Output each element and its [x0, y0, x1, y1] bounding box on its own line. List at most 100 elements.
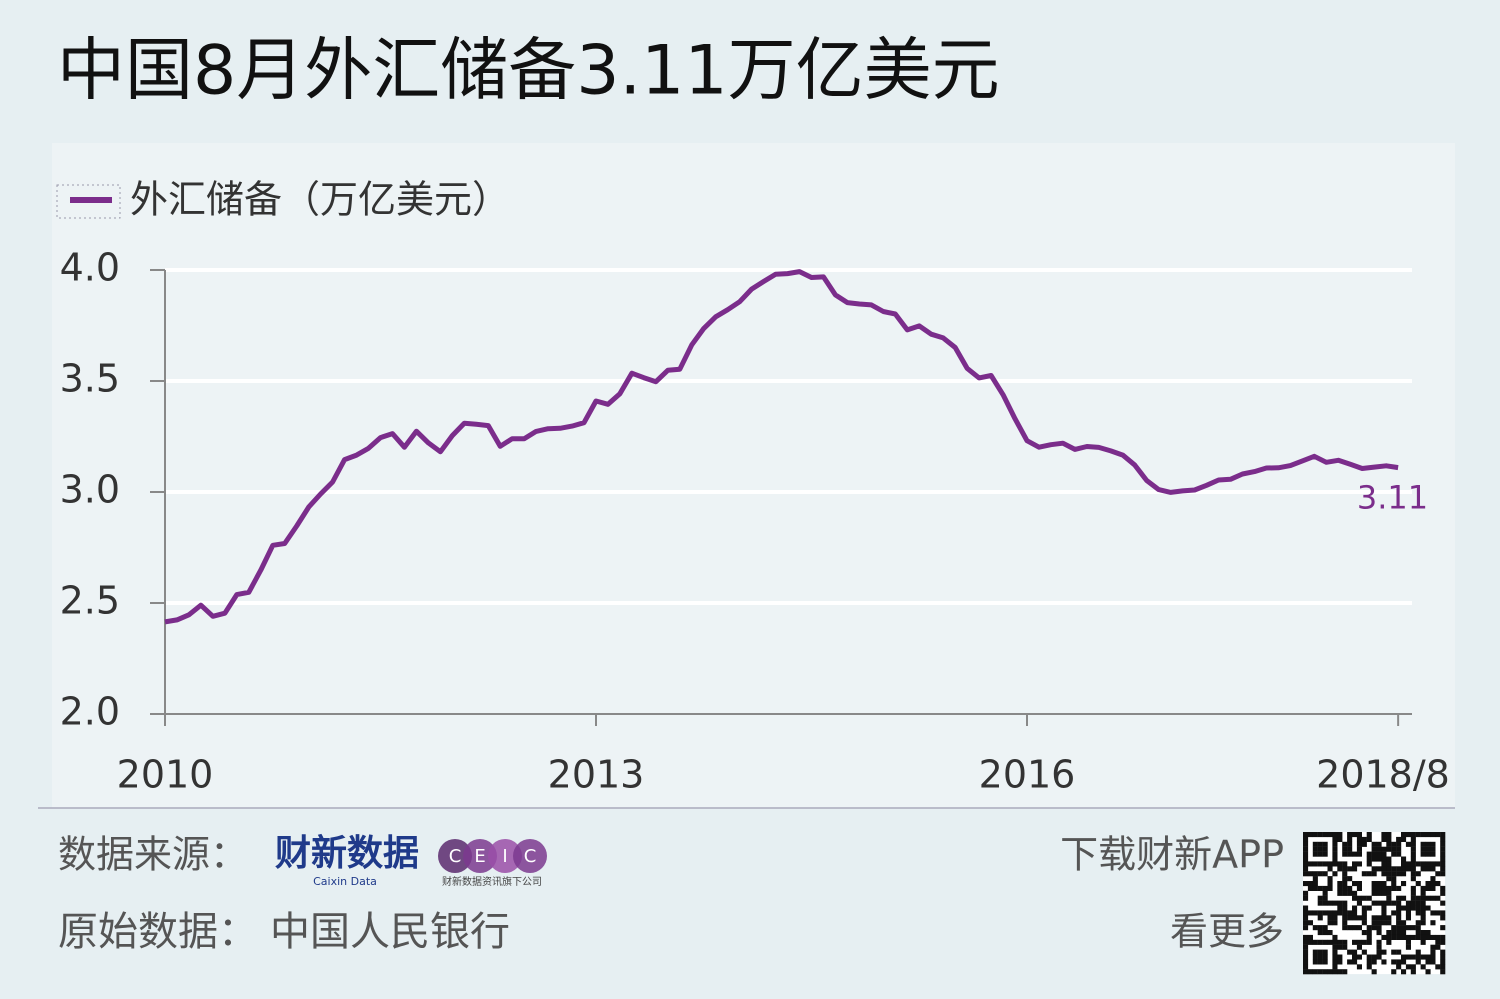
- ceic-circle: [438, 839, 472, 873]
- qr-cell: [1440, 846, 1446, 852]
- qr-cell: [1381, 920, 1387, 926]
- ceic-circle: [513, 839, 547, 873]
- qr-cell: [1401, 925, 1407, 931]
- qr-cell: [1342, 871, 1348, 877]
- qr-cell: [1386, 885, 1392, 891]
- qr-cell: [1332, 900, 1338, 906]
- qr-cell: [1356, 900, 1362, 906]
- qr-cell: [1371, 846, 1377, 852]
- qr-cell: [1307, 861, 1313, 867]
- qr-cell: [1440, 959, 1446, 965]
- qr-cell: [1366, 851, 1372, 857]
- qr-cell: [1371, 841, 1377, 847]
- qr-cell: [1332, 832, 1338, 838]
- qr-cell: [1312, 876, 1318, 882]
- qr-cell: [1342, 920, 1348, 926]
- qr-cell: [1352, 890, 1358, 896]
- qr-cell: [1312, 841, 1318, 847]
- qr-cell: [1415, 905, 1421, 911]
- qr-cell: [1391, 876, 1397, 882]
- qr-cell: [1391, 846, 1397, 852]
- qr-cell: [1440, 900, 1446, 906]
- qr-cell: [1371, 959, 1377, 965]
- qr-cell: [1307, 910, 1313, 916]
- qr-cell: [1425, 954, 1431, 960]
- qr-cell: [1352, 939, 1358, 945]
- qr-cell: [1391, 934, 1397, 940]
- qr-cell: [1322, 871, 1328, 877]
- qr-cell: [1366, 861, 1372, 867]
- qr-cell: [1381, 885, 1387, 891]
- chart-title: 中国8月外汇储备3.11万亿美元: [57, 32, 1000, 111]
- qr-cell: [1430, 895, 1436, 901]
- qr-cell: [1396, 900, 1402, 906]
- qr-cell: [1361, 939, 1367, 945]
- qr-cell: [1425, 934, 1431, 940]
- qr-cell: [1405, 925, 1411, 931]
- qr-cell: [1337, 881, 1343, 887]
- qr-cell: [1410, 876, 1416, 882]
- qr-cell: [1317, 959, 1323, 965]
- qr-cell: [1381, 905, 1387, 911]
- qr-cell: [1430, 841, 1436, 847]
- qr-cell: [1303, 949, 1309, 955]
- qr-cell: [1381, 851, 1387, 857]
- qr-cell: [1332, 861, 1338, 867]
- qr-cell: [1356, 895, 1362, 901]
- qr-cell: [1342, 915, 1348, 921]
- qr-cell: [1415, 930, 1421, 936]
- qr-cell: [1366, 959, 1372, 965]
- original-label: 原始数据：: [58, 909, 258, 955]
- qr-cell: [1415, 920, 1421, 926]
- qr-cell: [1303, 866, 1309, 872]
- qr-cell: [1312, 861, 1318, 867]
- y-tick-label: 3.0: [60, 468, 120, 512]
- qr-cell: [1332, 949, 1338, 955]
- qr-cell: [1356, 881, 1362, 887]
- qr-cell: [1303, 890, 1309, 896]
- qr-cell: [1376, 846, 1382, 852]
- qr-cell: [1347, 851, 1353, 857]
- qr-cell: [1352, 832, 1358, 838]
- qr-cell: [1430, 885, 1436, 891]
- qr-cell: [1352, 949, 1358, 955]
- qr-cell: [1440, 964, 1446, 970]
- qr-cell: [1317, 954, 1323, 960]
- qr-cell: [1391, 851, 1397, 857]
- qr-cell: [1303, 846, 1309, 852]
- qr-cell: [1440, 871, 1446, 877]
- qr-cell: [1396, 920, 1402, 926]
- qr-cell: [1440, 866, 1446, 872]
- qr-cell: [1322, 861, 1328, 867]
- qr-cell: [1386, 934, 1392, 940]
- qr-cell: [1430, 876, 1436, 882]
- qr-cell: [1401, 905, 1407, 911]
- qr-cell: [1312, 939, 1318, 945]
- qr-cell: [1342, 885, 1348, 891]
- qr-cell: [1342, 851, 1348, 857]
- qr-cell: [1405, 861, 1411, 867]
- qr-cell: [1327, 876, 1333, 882]
- qr-cell: [1332, 954, 1338, 960]
- qr-cell: [1317, 910, 1323, 916]
- qr-cell: [1322, 846, 1328, 852]
- qr-cell: [1415, 949, 1421, 955]
- ceic-letter: C: [524, 846, 537, 867]
- ceic-letter: E: [474, 846, 485, 867]
- qr-cell: [1337, 959, 1343, 965]
- caixin-logo-en: Caixin Data: [313, 875, 377, 888]
- qr-cell: [1396, 905, 1402, 911]
- qr-cell: [1381, 959, 1387, 965]
- ceic-letter: C: [449, 846, 462, 867]
- qr-cell: [1337, 890, 1343, 896]
- qr-cell: [1322, 930, 1328, 936]
- qr-cell: [1386, 930, 1392, 936]
- qr-cell: [1430, 851, 1436, 857]
- qr-cell: [1303, 959, 1309, 965]
- qr-cell: [1430, 934, 1436, 940]
- qr-cell: [1361, 836, 1367, 842]
- qr-cell: [1391, 881, 1397, 887]
- qr-cell: [1381, 846, 1387, 852]
- qr-cell: [1347, 949, 1353, 955]
- qr-cell: [1420, 920, 1426, 926]
